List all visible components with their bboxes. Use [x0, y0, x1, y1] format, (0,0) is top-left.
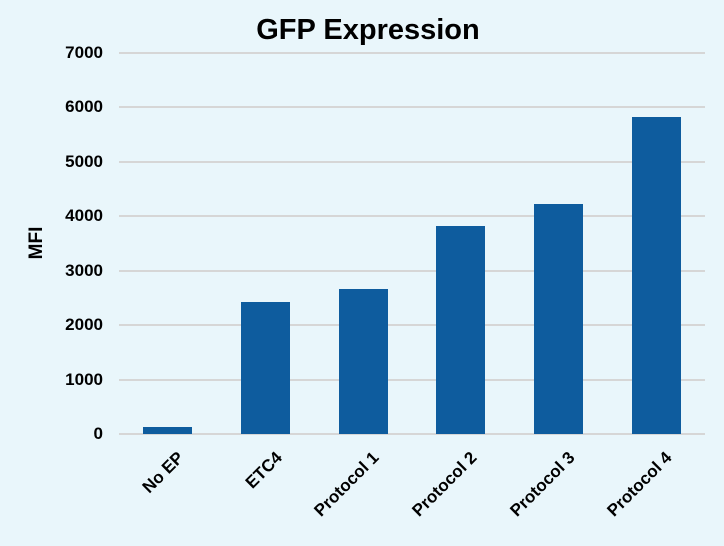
gridline [119, 433, 705, 435]
chart-title: GFP Expression [256, 14, 480, 46]
bar-etc4 [241, 301, 290, 434]
bar-protocol-4 [631, 116, 681, 434]
x-tick-label: Protocol 1 [310, 448, 383, 521]
y-tick-label: 7000 [65, 43, 103, 62]
x-tick-label: Protocol 2 [408, 448, 481, 521]
gridline [119, 324, 705, 327]
bar-protocol-1 [338, 289, 388, 434]
y-tick-label: 3000 [65, 260, 103, 280]
gridline [119, 160, 705, 163]
gridline [119, 52, 705, 54]
bar-protocol-2 [436, 226, 486, 434]
bar-protocol-3 [534, 203, 583, 434]
y-tick-label: 0 [93, 424, 103, 443]
gridline [119, 106, 705, 109]
y-tick-label: 6000 [65, 97, 103, 117]
y-tick-label: 4000 [65, 206, 103, 226]
bar-no-ep [143, 426, 193, 434]
y-axis-label: MFI [26, 226, 47, 260]
x-tick-label: ETC4 [241, 448, 286, 493]
x-tick-label: Protocol 3 [505, 448, 579, 521]
y-tick-label: 1000 [65, 369, 103, 389]
y-tick-label: 2000 [65, 315, 103, 335]
y-tick-label: 5000 [65, 151, 103, 171]
plot-area [119, 52, 705, 435]
x-tick-label: Protocol 4 [603, 448, 676, 521]
x-tick-label: No EP [138, 448, 188, 497]
gridline [119, 215, 705, 218]
gridline [119, 378, 705, 381]
gridline [119, 269, 705, 272]
